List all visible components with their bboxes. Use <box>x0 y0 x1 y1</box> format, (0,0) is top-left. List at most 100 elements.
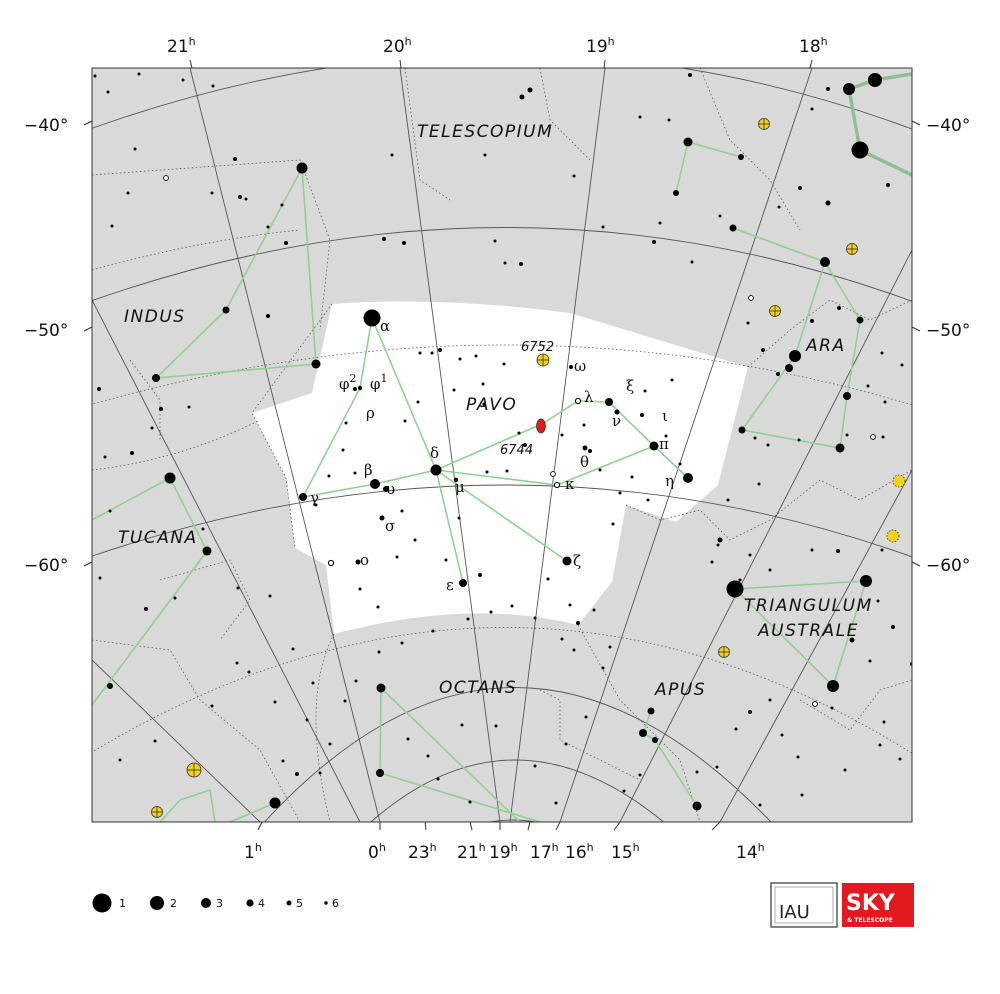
ra-unit: h <box>552 841 559 854</box>
star <box>658 221 662 225</box>
star <box>357 385 363 391</box>
label-delta: δ <box>430 444 439 462</box>
ra-bottom-17: 17h <box>530 841 559 863</box>
star <box>266 225 270 229</box>
star <box>210 704 214 708</box>
star <box>738 578 742 582</box>
star <box>281 759 285 763</box>
star <box>718 214 722 218</box>
star <box>605 398 613 406</box>
star <box>444 558 448 562</box>
ra-bottom-21-value: 21 <box>457 843 479 863</box>
star <box>569 365 573 369</box>
star <box>880 548 884 552</box>
star <box>377 650 381 654</box>
label-omicron: ο <box>360 551 369 569</box>
iau-logo-text: IAU <box>779 902 810 923</box>
star <box>576 621 580 625</box>
star <box>835 443 845 453</box>
star <box>601 225 605 229</box>
star <box>881 435 885 439</box>
label-gamma: γ <box>310 489 319 507</box>
star <box>652 240 656 244</box>
label-phi1: φ1 <box>370 372 388 393</box>
label-octans: OCTANS <box>439 678 517 698</box>
star <box>560 637 564 641</box>
ra-unit: h <box>633 841 640 854</box>
label-apus: APUS <box>654 680 706 700</box>
galaxy-ngc6744 <box>536 418 546 434</box>
ra-bottom-14: 14h <box>736 841 765 863</box>
star-labels: α β γ δ ε ζ η θ ι κ λ μ ν ξ ο π ρ σ υ ω … <box>310 317 674 594</box>
star <box>390 153 394 157</box>
star <box>601 666 605 670</box>
star <box>766 443 770 447</box>
ra-unit: h <box>758 841 765 854</box>
star <box>868 73 882 87</box>
star <box>201 527 205 531</box>
star <box>866 384 870 388</box>
ra-bottom-19-value: 19 <box>489 843 511 863</box>
star <box>376 769 384 777</box>
label-phi1-letter: φ <box>370 375 381 393</box>
star <box>236 586 240 590</box>
star <box>187 405 191 409</box>
label-phi1-sup: 1 <box>381 372 388 385</box>
star <box>868 659 872 663</box>
star <box>843 768 847 772</box>
star <box>638 773 642 777</box>
star <box>481 382 485 386</box>
legend-label-1: 1 <box>119 897 126 910</box>
dec-right-40: −40° <box>926 116 970 136</box>
star <box>533 616 537 620</box>
star <box>810 548 814 552</box>
star <box>376 683 386 693</box>
ra-bottom-1: 1h <box>244 841 262 863</box>
star <box>144 607 148 611</box>
star <box>413 538 417 542</box>
star <box>235 661 239 665</box>
star <box>426 754 430 758</box>
apus-stick <box>642 710 698 807</box>
dec-left-60: −60° <box>24 556 68 576</box>
star <box>768 568 772 572</box>
star <box>519 94 525 100</box>
telescopium-stick <box>675 141 742 194</box>
star <box>710 560 714 564</box>
sky-telescope-logo: SKY & TELESCOPE <box>842 883 914 927</box>
label-lambda: λ <box>584 388 594 406</box>
star <box>748 710 752 714</box>
star <box>430 464 442 476</box>
tra-stick <box>733 580 868 688</box>
ra-bottom-23-value: 23 <box>408 843 430 863</box>
star <box>247 670 251 674</box>
ra-labels-top: 21h 20h 19h 18h <box>167 35 828 57</box>
star <box>159 407 163 411</box>
legend-dot-1 <box>92 893 112 913</box>
star <box>98 576 102 580</box>
star <box>266 314 270 318</box>
star <box>459 579 467 587</box>
star <box>327 474 331 478</box>
pavo-region <box>252 301 748 634</box>
star <box>785 364 793 372</box>
star <box>670 378 674 382</box>
star <box>503 261 507 265</box>
star <box>611 522 615 526</box>
label-zeta: ζ <box>573 552 581 570</box>
star <box>164 472 176 484</box>
star <box>546 577 550 581</box>
star <box>353 471 357 475</box>
star <box>244 197 248 201</box>
star <box>820 257 830 267</box>
star <box>299 493 307 501</box>
label-epsilon: ε <box>446 576 454 594</box>
star <box>891 625 895 629</box>
cluster-marker <box>151 806 163 818</box>
star <box>810 107 814 111</box>
star <box>880 351 884 355</box>
variable-star <box>550 471 556 477</box>
star <box>341 448 345 452</box>
cluster-marker <box>769 305 781 317</box>
star <box>768 698 772 702</box>
